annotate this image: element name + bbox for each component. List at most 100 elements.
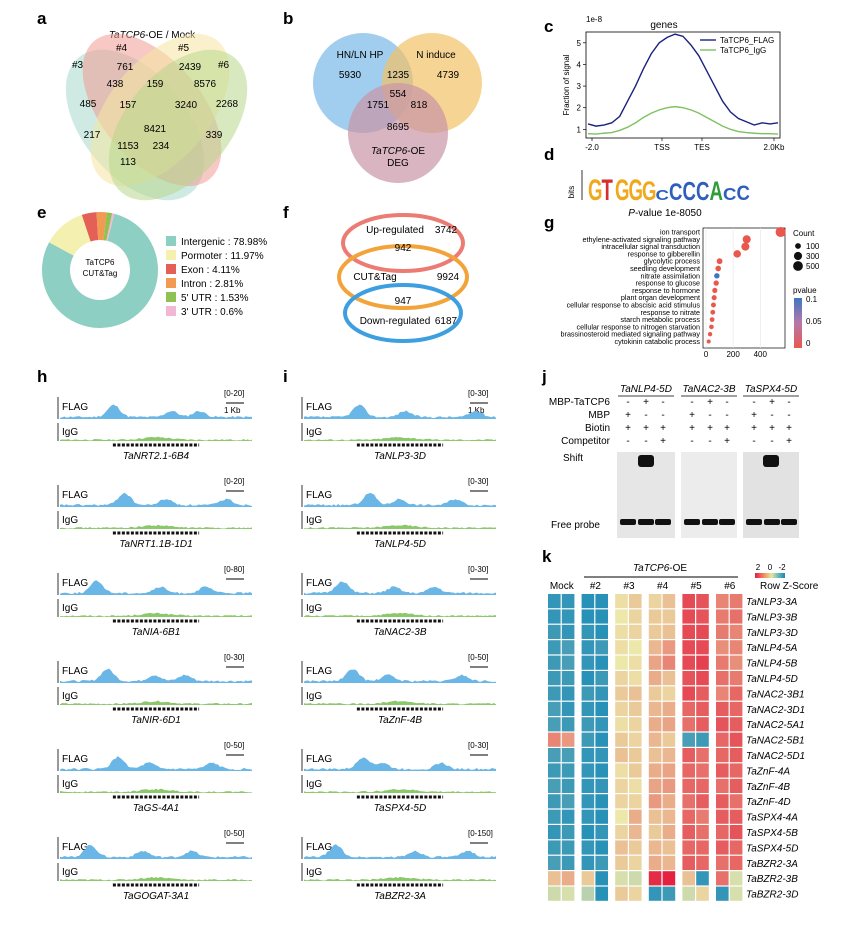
venn-a-value: 339 <box>206 130 223 141</box>
heatmap-cell <box>696 671 709 686</box>
heatmap-cell <box>682 794 695 809</box>
dotplot-category-label: seedling development <box>630 264 700 273</box>
heatmap-cell <box>648 609 662 624</box>
heatmap-cell <box>629 809 642 824</box>
heatmap-cell <box>696 778 709 793</box>
track-igg-label: IgG <box>62 515 78 526</box>
heatmap-cell <box>629 840 642 855</box>
heatmap-cell <box>629 794 642 809</box>
heatmap-cell <box>629 594 642 609</box>
heatmap-cell <box>548 701 561 716</box>
heatmap-cell <box>729 886 743 901</box>
dotplot-category-label: response to glucose <box>636 279 700 288</box>
track-range-label: [0-20] <box>224 389 244 398</box>
heatmap-column-label: #2 <box>590 581 602 592</box>
heatmap-cell <box>696 794 709 809</box>
venn-f-down <box>343 283 463 343</box>
emsa-lane-sign: - <box>644 436 647 447</box>
heatmap-cell <box>548 763 561 778</box>
emsa-lane-sign: - <box>644 410 647 421</box>
heatmap-cell <box>682 855 695 870</box>
venn-b-label-hn: HN/LN HP <box>337 50 384 61</box>
panel-letter-h: h <box>37 367 47 386</box>
dotplot-dot <box>709 317 715 322</box>
emsa-free-probe-band <box>764 519 780 525</box>
heatmap-cell <box>615 686 628 701</box>
heatmap-cell <box>682 640 695 655</box>
emsa-lane-sign: + <box>751 410 757 421</box>
track-igg-label: IgG <box>306 515 322 526</box>
emsa-lane-sign: - <box>725 410 728 421</box>
heatmap-scale-title: Row Z-Score <box>760 581 819 592</box>
heatmap-group-label: TaTCP6-OE <box>633 563 687 574</box>
donut-legend-swatch <box>166 292 176 302</box>
dotplot-category-label: ethylene-activated signaling pathway <box>583 235 701 244</box>
heatmap-cell <box>662 855 676 870</box>
heatmap-cell <box>648 732 662 747</box>
heatmap-cell <box>629 778 642 793</box>
track-flag-signal <box>304 844 496 859</box>
heatmap-row-label: TaNLP4-5D <box>746 674 798 685</box>
venn-b-value: 554 <box>390 89 407 100</box>
dotplot-color-legend-title: pvalue <box>793 286 817 295</box>
track-igg-signal <box>60 876 252 881</box>
track-gene-name: TaSPX4-5D <box>374 803 426 814</box>
track-flag-signal <box>60 404 252 419</box>
track-range-label: [0-30] <box>468 477 488 486</box>
heatmap-cell <box>629 717 642 732</box>
heatmap-cell <box>696 732 709 747</box>
dotplot-category-label: plant organ development <box>621 293 700 302</box>
heatmap-cell <box>581 809 595 824</box>
motif-pvalue: P-value 1e-8050 <box>628 208 702 219</box>
heatmap-cell <box>561 671 575 686</box>
heatmap-cell <box>662 778 676 793</box>
track-range-label: [0-80] <box>224 565 244 574</box>
donut-slice <box>96 211 107 241</box>
emsa-row-label: Competitor <box>561 436 611 447</box>
heatmap-cell <box>581 717 595 732</box>
venn-a-value: 157 <box>120 100 137 111</box>
heatmap-row-label: TaNAC2-3B1 <box>746 689 805 700</box>
track-flag-label: FLAG <box>306 402 332 413</box>
emsa-gene-label: TaNAC2-3B <box>683 384 736 395</box>
track-range-label: [0-30] <box>468 565 488 574</box>
heatmap-cell <box>561 717 575 732</box>
heatmap-row-label: TaSPX4-5B <box>746 828 798 839</box>
panel-letter-a: a <box>37 9 47 28</box>
heatmap-cell <box>682 825 695 840</box>
heatmap-cell <box>716 686 729 701</box>
heatmap-cell <box>729 732 743 747</box>
heatmap-cell <box>615 825 628 840</box>
panel-letter-g: g <box>544 213 554 232</box>
donut-legend-label: Exon : 4.11% <box>181 265 240 276</box>
emsa-lane-sign: + <box>707 423 713 434</box>
heatmap-cell <box>615 886 628 901</box>
dotplot-frame <box>702 227 786 349</box>
track-igg-signal <box>304 700 496 705</box>
emsa-lane-sign: - <box>626 436 629 447</box>
venn-a-value: 3240 <box>175 100 198 111</box>
heatmap-cell <box>615 717 628 732</box>
venn-f-up-label: Up-regulated <box>366 225 424 236</box>
heatmap-cell <box>696 686 709 701</box>
track-flag-signal <box>304 669 496 683</box>
donut-slice <box>41 213 158 328</box>
donut-legend-swatch <box>166 278 176 288</box>
heatmap-cell <box>629 732 642 747</box>
heatmap-cell <box>682 717 695 732</box>
heatmap-cell <box>561 655 575 670</box>
venn-diagram-a: TaTCP6-OE / Mock #3 #4 #5 #6 485 761 243… <box>65 30 248 201</box>
heatmap-cell <box>716 640 729 655</box>
track-igg-signal <box>60 524 252 529</box>
heatmap-cell <box>696 763 709 778</box>
heatmap-cell <box>548 686 561 701</box>
donut-center-label-2: CUT&Tag <box>83 269 118 278</box>
heatmap-cell <box>648 640 662 655</box>
heatmap-row-label: TaNLP3-3A <box>746 597 798 608</box>
emsa-lane-sign: - <box>708 410 711 421</box>
heatmap-cell <box>648 809 662 824</box>
track-igg-signal <box>60 700 252 705</box>
donut-legend-label: Intergenic : 78.98% <box>181 237 267 248</box>
emsa-free-probe-band <box>702 519 718 525</box>
heatmap-cell <box>662 609 676 624</box>
